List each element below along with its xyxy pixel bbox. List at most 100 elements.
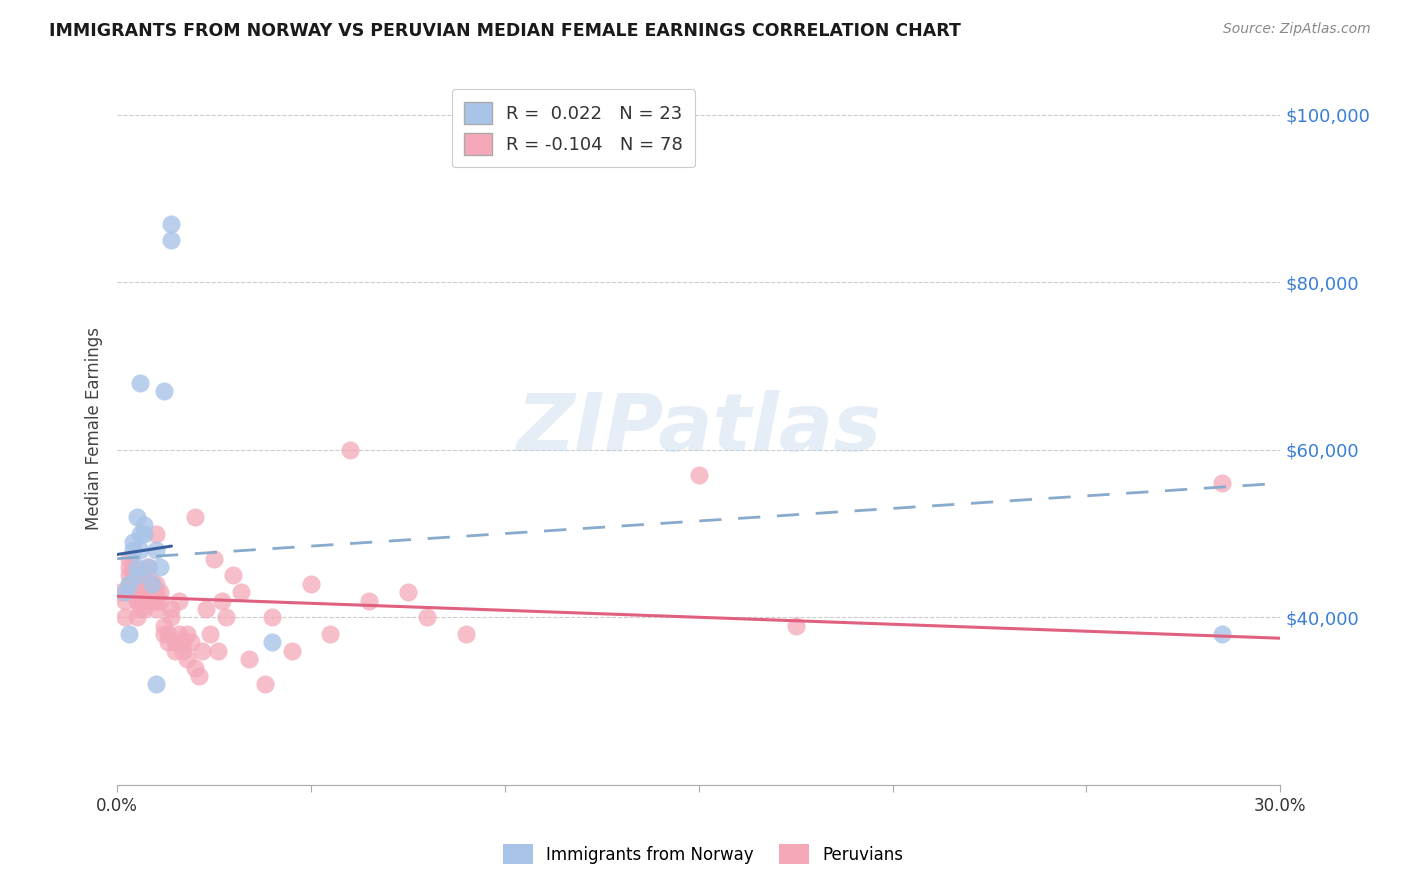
Point — [262, 610, 284, 624]
Point — [145, 585, 167, 599]
Point — [396, 585, 419, 599]
Legend: R =  0.022   N = 23, R = -0.104   N = 78: R = 0.022 N = 23, R = -0.104 N = 78 — [451, 89, 696, 168]
Point — [118, 576, 141, 591]
Point — [125, 509, 148, 524]
Point — [129, 526, 152, 541]
Point — [183, 660, 205, 674]
Point — [145, 593, 167, 607]
Point — [136, 560, 159, 574]
Point — [134, 585, 156, 599]
Point — [145, 602, 167, 616]
Y-axis label: Median Female Earnings: Median Female Earnings — [86, 327, 103, 531]
Point — [134, 602, 156, 616]
Point — [118, 560, 141, 574]
Point — [125, 610, 148, 624]
Point — [141, 593, 163, 607]
Point — [134, 526, 156, 541]
Text: IMMIGRANTS FROM NORWAY VS PERUVIAN MEDIAN FEMALE EARNINGS CORRELATION CHART: IMMIGRANTS FROM NORWAY VS PERUVIAN MEDIA… — [49, 22, 962, 40]
Point — [416, 610, 439, 624]
Point — [129, 602, 152, 616]
Point — [141, 576, 163, 591]
Point — [149, 585, 172, 599]
Point — [118, 576, 141, 591]
Point — [145, 576, 167, 591]
Point — [1211, 627, 1233, 641]
Point — [202, 551, 225, 566]
Point — [152, 384, 174, 399]
Point — [141, 576, 163, 591]
Point — [125, 593, 148, 607]
Point — [114, 610, 136, 624]
Point — [121, 560, 143, 574]
Point — [145, 526, 167, 541]
Point — [121, 576, 143, 591]
Point — [172, 635, 194, 649]
Point — [110, 585, 132, 599]
Text: Source: ZipAtlas.com: Source: ZipAtlas.com — [1223, 22, 1371, 37]
Point — [152, 618, 174, 632]
Legend: Immigrants from Norway, Peruvians: Immigrants from Norway, Peruvians — [496, 838, 910, 871]
Point — [253, 677, 276, 691]
Point — [319, 627, 342, 641]
Point — [156, 635, 179, 649]
Point — [121, 568, 143, 582]
Point — [145, 677, 167, 691]
Point — [180, 635, 202, 649]
Point — [125, 576, 148, 591]
Point — [145, 543, 167, 558]
Point — [200, 627, 222, 641]
Point — [136, 560, 159, 574]
Point — [129, 585, 152, 599]
Point — [176, 627, 198, 641]
Point — [129, 576, 152, 591]
Point — [136, 576, 159, 591]
Point — [136, 585, 159, 599]
Point — [149, 593, 172, 607]
Point — [136, 568, 159, 582]
Point — [134, 518, 156, 533]
Point — [359, 593, 381, 607]
Point — [149, 560, 172, 574]
Point — [262, 635, 284, 649]
Point — [114, 593, 136, 607]
Point — [152, 627, 174, 641]
Point — [167, 593, 190, 607]
Point — [187, 669, 209, 683]
Point — [183, 509, 205, 524]
Point — [129, 593, 152, 607]
Point — [160, 234, 183, 248]
Point — [118, 627, 141, 641]
Point — [118, 568, 141, 582]
Text: ZIPatlas: ZIPatlas — [516, 390, 882, 468]
Point — [121, 543, 143, 558]
Point — [160, 602, 183, 616]
Point — [172, 644, 194, 658]
Point — [160, 217, 183, 231]
Point — [207, 644, 229, 658]
Point — [125, 585, 148, 599]
Point — [121, 585, 143, 599]
Point — [160, 610, 183, 624]
Point — [141, 585, 163, 599]
Point — [215, 610, 238, 624]
Point — [165, 635, 187, 649]
Point — [114, 585, 136, 599]
Point — [785, 618, 807, 632]
Point — [299, 576, 322, 591]
Point — [688, 467, 710, 482]
Point — [125, 560, 148, 574]
Point — [118, 551, 141, 566]
Point — [125, 568, 148, 582]
Point — [238, 652, 260, 666]
Point — [195, 602, 218, 616]
Point — [141, 585, 163, 599]
Point — [121, 535, 143, 549]
Point — [167, 627, 190, 641]
Point — [454, 627, 477, 641]
Point — [211, 593, 233, 607]
Point — [339, 442, 361, 457]
Point — [156, 627, 179, 641]
Point — [191, 644, 214, 658]
Point — [134, 593, 156, 607]
Point — [280, 644, 302, 658]
